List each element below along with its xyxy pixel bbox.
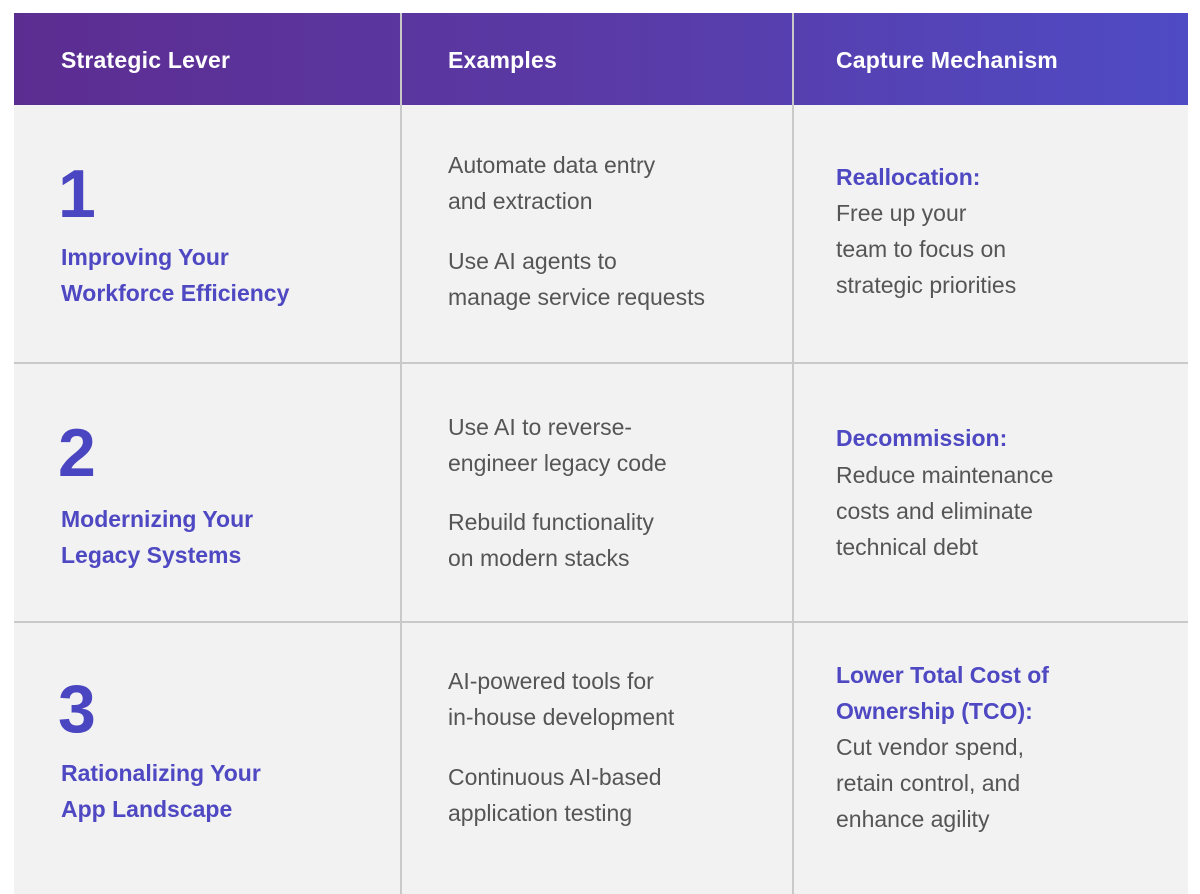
example-text: Automate data entry and extraction <box>448 147 778 219</box>
row-number: 3 <box>58 671 96 747</box>
row-number: 2 <box>58 415 96 491</box>
example-line: in-house development <box>448 704 675 730</box>
row-divider <box>14 362 1188 364</box>
capture-description: Reduce maintenance costs and eliminate t… <box>836 457 1156 565</box>
lever-title: Improving Your Workforce Efficiency <box>61 239 381 311</box>
example-line: Use AI to reverse- <box>448 414 633 440</box>
capture-line: technical debt <box>836 534 978 560</box>
example-text: AI-powered tools for in-house developmen… <box>448 663 778 735</box>
example-line: application testing <box>448 800 633 826</box>
header-strategic-lever: Strategic Lever <box>61 47 231 73</box>
lever-title-line: Workforce Efficiency <box>61 280 290 306</box>
example-line: Automate data entry <box>448 152 656 178</box>
table-header: Strategic Lever Examples Capture Mechani… <box>14 13 1188 105</box>
example-line: Continuous AI-based <box>448 764 662 790</box>
example-text: Use AI to reverse- engineer legacy code <box>448 409 778 481</box>
lever-title: Modernizing Your Legacy Systems <box>61 501 381 573</box>
capture-line: Free up your <box>836 200 967 226</box>
lever-title-line: Rationalizing Your <box>61 760 261 786</box>
example-line: engineer legacy code <box>448 450 667 476</box>
column-divider <box>400 13 402 894</box>
lever-title-line: Legacy Systems <box>61 542 242 568</box>
capture-line: team to focus on <box>836 236 1007 262</box>
strategy-table: Strategic Lever Examples Capture Mechani… <box>14 13 1188 894</box>
example-line: on modern stacks <box>448 545 630 571</box>
row-number: 1 <box>58 156 96 232</box>
lever-title-line: App Landscape <box>61 796 233 822</box>
capture-description: Cut vendor spend, retain control, and en… <box>836 729 1156 837</box>
capture-line: strategic priorities <box>836 272 1017 298</box>
capture-line: enhance agility <box>836 806 990 832</box>
example-line: AI-powered tools for <box>448 668 654 694</box>
lever-title: Rationalizing Your App Landscape <box>61 755 381 827</box>
capture-title: Lower Total Cost of Ownership (TCO): <box>836 657 1156 729</box>
column-divider <box>792 13 794 894</box>
example-text: Use AI agents to manage service requests <box>448 243 778 315</box>
example-line: manage service requests <box>448 284 705 310</box>
example-text: Continuous AI-based application testing <box>448 759 778 831</box>
capture-title-line: Ownership (TCO): <box>836 698 1033 724</box>
header-capture-mechanism: Capture Mechanism <box>836 47 1058 73</box>
capture-line: Cut vendor spend, <box>836 734 1024 760</box>
lever-title-line: Modernizing Your <box>61 506 254 532</box>
capture-line: Reduce maintenance <box>836 462 1054 488</box>
example-text: Rebuild functionality on modern stacks <box>448 504 778 576</box>
example-line: Rebuild functionality <box>448 509 654 535</box>
capture-title-line: Decommission: <box>836 425 1008 451</box>
capture-title: Reallocation: <box>836 159 1156 195</box>
row-divider <box>14 621 1188 623</box>
capture-title-line: Lower Total Cost of <box>836 662 1049 688</box>
capture-title-line: Reallocation: <box>836 164 981 190</box>
capture-line: retain control, and <box>836 770 1021 796</box>
example-line: Use AI agents to <box>448 248 617 274</box>
header-examples: Examples <box>448 47 557 73</box>
capture-description: Free up your team to focus on strategic … <box>836 195 1156 303</box>
capture-line: costs and eliminate <box>836 498 1033 524</box>
capture-title: Decommission: <box>836 420 1156 456</box>
example-line: and extraction <box>448 188 593 214</box>
lever-title-line: Improving Your <box>61 244 229 270</box>
